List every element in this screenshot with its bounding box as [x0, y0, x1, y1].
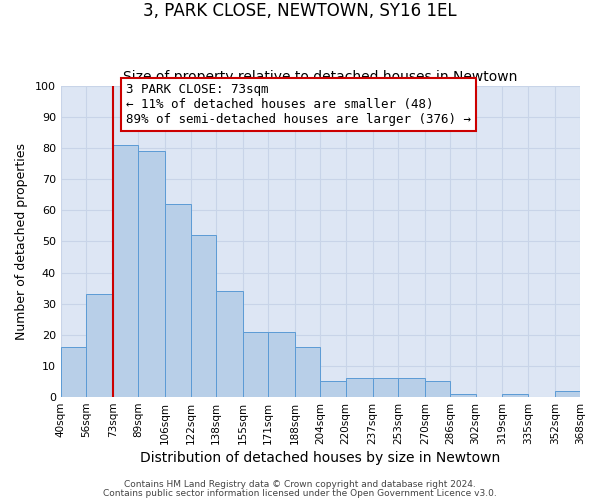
Text: Contains HM Land Registry data © Crown copyright and database right 2024.: Contains HM Land Registry data © Crown c…: [124, 480, 476, 489]
Bar: [139, 151, 165, 397]
Bar: [450, 394, 476, 397]
Bar: [268, 332, 295, 397]
Bar: [216, 291, 243, 397]
Title: Size of property relative to detached houses in Newtown: Size of property relative to detached ho…: [123, 70, 518, 85]
Bar: [425, 382, 450, 397]
Bar: [86, 294, 113, 397]
Bar: [373, 378, 398, 397]
Bar: [554, 391, 580, 397]
Bar: [61, 347, 86, 397]
X-axis label: Distribution of detached houses by size in Newtown: Distribution of detached houses by size …: [140, 451, 500, 465]
Bar: [295, 347, 320, 397]
Bar: [165, 204, 191, 397]
Bar: [346, 378, 373, 397]
Bar: [320, 382, 346, 397]
Bar: [243, 332, 268, 397]
Bar: [398, 378, 425, 397]
Text: 3 PARK CLOSE: 73sqm
← 11% of detached houses are smaller (48)
89% of semi-detach: 3 PARK CLOSE: 73sqm ← 11% of detached ho…: [126, 82, 471, 126]
Bar: [502, 394, 528, 397]
Bar: [191, 235, 216, 397]
Text: Contains public sector information licensed under the Open Government Licence v3: Contains public sector information licen…: [103, 488, 497, 498]
Bar: [113, 145, 139, 397]
Text: 3, PARK CLOSE, NEWTOWN, SY16 1EL: 3, PARK CLOSE, NEWTOWN, SY16 1EL: [143, 2, 457, 21]
Y-axis label: Number of detached properties: Number of detached properties: [15, 143, 28, 340]
